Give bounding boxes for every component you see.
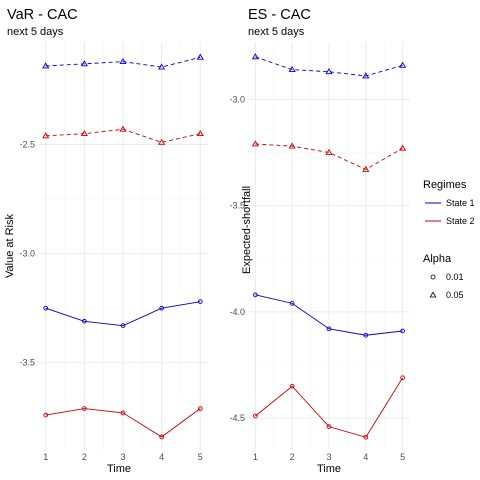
series-line (255, 377, 404, 438)
data-point (362, 165, 370, 172)
series-line (45, 128, 201, 143)
series-line (45, 408, 201, 438)
data-point (326, 424, 332, 429)
legend-alpha-title: Alpha (423, 253, 452, 265)
data-point (43, 412, 49, 418)
y-tick-label: -4.0 (229, 307, 245, 317)
data-point (80, 60, 88, 67)
legend-circle-marker (430, 274, 436, 280)
series-line (45, 301, 201, 327)
data-point (119, 57, 127, 65)
data-point (80, 129, 88, 137)
data-point (325, 148, 333, 155)
data-point (43, 305, 49, 311)
data-point (159, 434, 164, 440)
data-point (158, 138, 166, 145)
legend-label-state-2: State 2 (446, 216, 475, 226)
panel-right-title: ES - CAC (248, 7, 311, 23)
data-point (399, 144, 407, 151)
series-line (45, 56, 201, 68)
panel-left-subtitle: next 5 days (7, 26, 64, 38)
x-tick-label: 3 (120, 452, 125, 462)
data-point (82, 318, 87, 324)
data-point (325, 68, 333, 75)
panel-right-subtitle: next 5 days (248, 26, 305, 38)
legend-label-state-1: State 1 (446, 198, 475, 208)
data-point (400, 375, 405, 381)
y-tick-label: -3.0 (229, 94, 245, 104)
data-point (326, 326, 332, 332)
x-tick-label: 2 (82, 452, 87, 462)
data-point (253, 413, 258, 419)
panel-right-ylabel: Expected-shortfall (241, 186, 253, 274)
panel-left-ylabel: Value at Risk (4, 214, 16, 278)
data-point (159, 305, 164, 311)
y-tick-label: -2.5 (19, 140, 35, 150)
data-point (196, 53, 204, 60)
y-tick-label: -3.0 (19, 249, 35, 259)
x-tick-label: 1 (43, 452, 48, 462)
data-point (251, 140, 259, 147)
x-tick-label: 5 (400, 452, 405, 462)
data-point (363, 434, 369, 440)
panel-left-title: VaR - CAC (7, 7, 78, 23)
data-point (253, 292, 258, 298)
data-point (362, 72, 370, 79)
data-point (42, 62, 50, 69)
data-point (120, 410, 126, 416)
panel-right-plot: 1 2 3 4 5 -3.0 -3.5 -4.0 -4.5 (229, 42, 410, 462)
x-tick-label: 4 (363, 452, 368, 462)
data-point (288, 142, 296, 149)
data-point (251, 53, 259, 60)
panel-left-plot: 1 2 3 4 5 -2.5 -3.0 -3.5 (19, 42, 208, 462)
data-point (288, 65, 296, 73)
x-tick-label: 1 (253, 452, 258, 462)
series-line (255, 294, 403, 336)
x-tick-label: 2 (290, 452, 295, 462)
legend-regimes-title: Regimes (423, 179, 467, 191)
data-point (289, 301, 295, 306)
panel-left-xlabel: Time (107, 463, 131, 475)
y-tick-label: -3.5 (19, 358, 35, 368)
legend-label-alpha-001: 0.01 (446, 272, 464, 282)
data-point (400, 328, 405, 334)
data-point (196, 129, 204, 137)
x-tick-label: 3 (326, 452, 331, 462)
legend-triangle-marker (429, 291, 437, 298)
data-point (399, 61, 407, 68)
x-tick-label: 4 (159, 452, 164, 462)
y-tick-label: -3.5 (229, 201, 245, 211)
data-point (82, 406, 87, 411)
panel-right-xlabel: Time (317, 463, 341, 475)
data-point (42, 132, 50, 139)
data-point (197, 299, 203, 304)
legend-label-alpha-005: 0.05 (446, 290, 464, 300)
x-tick-label: 5 (198, 452, 203, 462)
data-point (158, 63, 166, 70)
data-point (289, 383, 295, 389)
data-point (197, 406, 203, 411)
legend: Regimes State 1 State 2 Alpha 0.01 0.05 (423, 179, 475, 300)
data-point (119, 125, 127, 132)
y-tick-label: -4.5 (229, 413, 245, 423)
data-point (363, 332, 369, 338)
data-point (120, 323, 126, 328)
series-line (255, 143, 403, 171)
